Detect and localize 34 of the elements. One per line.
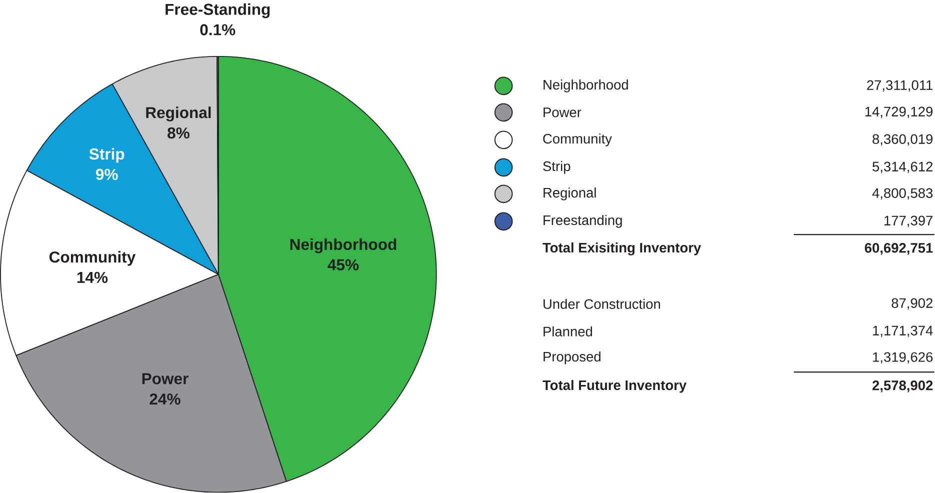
text: Total Exisiting Inventory <box>542 242 702 256</box>
text: 4,800,583 <box>872 188 933 200</box>
text: 60,692,751 <box>864 243 933 255</box>
text: 8,360,019 <box>872 134 933 146</box>
text: Regional <box>544 188 596 200</box>
data-label: 9% <box>96 168 118 180</box>
data-label: 45% <box>328 259 359 270</box>
text: Under Construction <box>544 298 660 310</box>
slice-label: Strip <box>89 148 124 163</box>
text: 5,314,612 <box>872 162 932 174</box>
data-label: 0.1% <box>200 24 236 36</box>
text: Total Future Inventory <box>542 380 687 393</box>
slice-label: Community <box>49 251 136 266</box>
data-label: 24% <box>150 394 180 405</box>
text: Proposed <box>544 352 600 364</box>
text: Community <box>543 134 612 146</box>
slice-label: Regional <box>146 106 211 122</box>
text: Strip <box>543 161 570 174</box>
text: Planned <box>544 326 592 337</box>
text: 1,319,626 <box>873 352 933 364</box>
text: 14,729,129 <box>865 106 933 118</box>
text: Freestanding <box>544 215 622 228</box>
data-label: 8% <box>168 128 190 139</box>
slice-label: Neighborhood <box>290 238 396 254</box>
text: Neighborhood <box>544 80 628 92</box>
text: 87,902 <box>892 298 932 310</box>
text: 1,171,374 <box>873 326 933 338</box>
data-label: 14% <box>77 272 108 284</box>
slice-label: Free-Standing <box>166 3 270 18</box>
slice-label: Power <box>142 373 188 384</box>
text: 27,311,011 <box>867 80 932 92</box>
text: 2,578,902 <box>872 380 933 392</box>
text: Power <box>544 108 582 118</box>
text: 177,397 <box>884 216 932 228</box>
